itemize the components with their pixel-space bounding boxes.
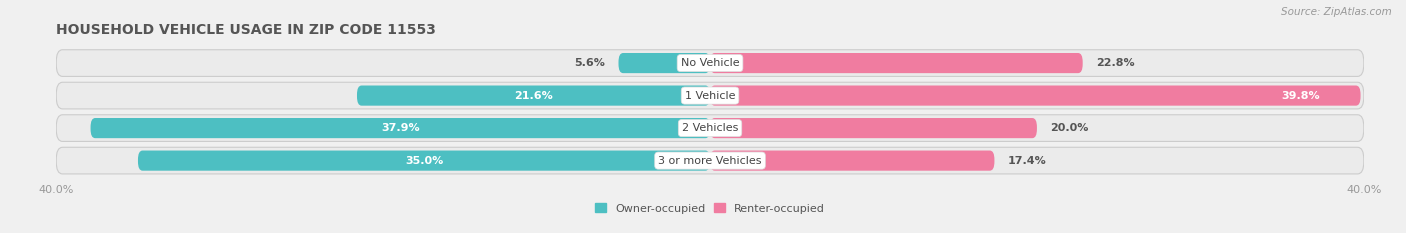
FancyBboxPatch shape xyxy=(56,115,1364,141)
Text: 39.8%: 39.8% xyxy=(1281,91,1320,101)
Text: 1 Vehicle: 1 Vehicle xyxy=(685,91,735,101)
FancyBboxPatch shape xyxy=(619,53,710,73)
Text: 20.0%: 20.0% xyxy=(1050,123,1088,133)
FancyBboxPatch shape xyxy=(710,151,994,171)
Text: 37.9%: 37.9% xyxy=(381,123,419,133)
FancyBboxPatch shape xyxy=(138,151,710,171)
FancyBboxPatch shape xyxy=(56,147,1364,174)
FancyBboxPatch shape xyxy=(56,50,1364,76)
FancyBboxPatch shape xyxy=(710,86,1361,106)
FancyBboxPatch shape xyxy=(710,53,1083,73)
Text: No Vehicle: No Vehicle xyxy=(681,58,740,68)
Text: 5.6%: 5.6% xyxy=(575,58,606,68)
Text: 17.4%: 17.4% xyxy=(1008,156,1046,166)
Text: 35.0%: 35.0% xyxy=(405,156,443,166)
Text: HOUSEHOLD VEHICLE USAGE IN ZIP CODE 11553: HOUSEHOLD VEHICLE USAGE IN ZIP CODE 1155… xyxy=(56,23,436,37)
Text: 22.8%: 22.8% xyxy=(1095,58,1135,68)
Legend: Owner-occupied, Renter-occupied: Owner-occupied, Renter-occupied xyxy=(591,199,830,218)
FancyBboxPatch shape xyxy=(90,118,710,138)
Text: Source: ZipAtlas.com: Source: ZipAtlas.com xyxy=(1281,7,1392,17)
Text: 2 Vehicles: 2 Vehicles xyxy=(682,123,738,133)
FancyBboxPatch shape xyxy=(56,82,1364,109)
Text: 3 or more Vehicles: 3 or more Vehicles xyxy=(658,156,762,166)
Text: 21.6%: 21.6% xyxy=(515,91,553,101)
FancyBboxPatch shape xyxy=(357,86,710,106)
FancyBboxPatch shape xyxy=(710,118,1038,138)
